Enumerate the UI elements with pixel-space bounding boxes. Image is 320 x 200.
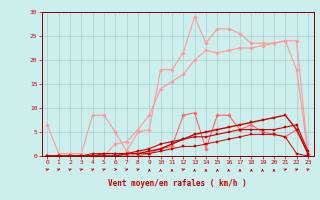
X-axis label: Vent moyen/en rafales ( km/h ): Vent moyen/en rafales ( km/h )	[108, 179, 247, 188]
